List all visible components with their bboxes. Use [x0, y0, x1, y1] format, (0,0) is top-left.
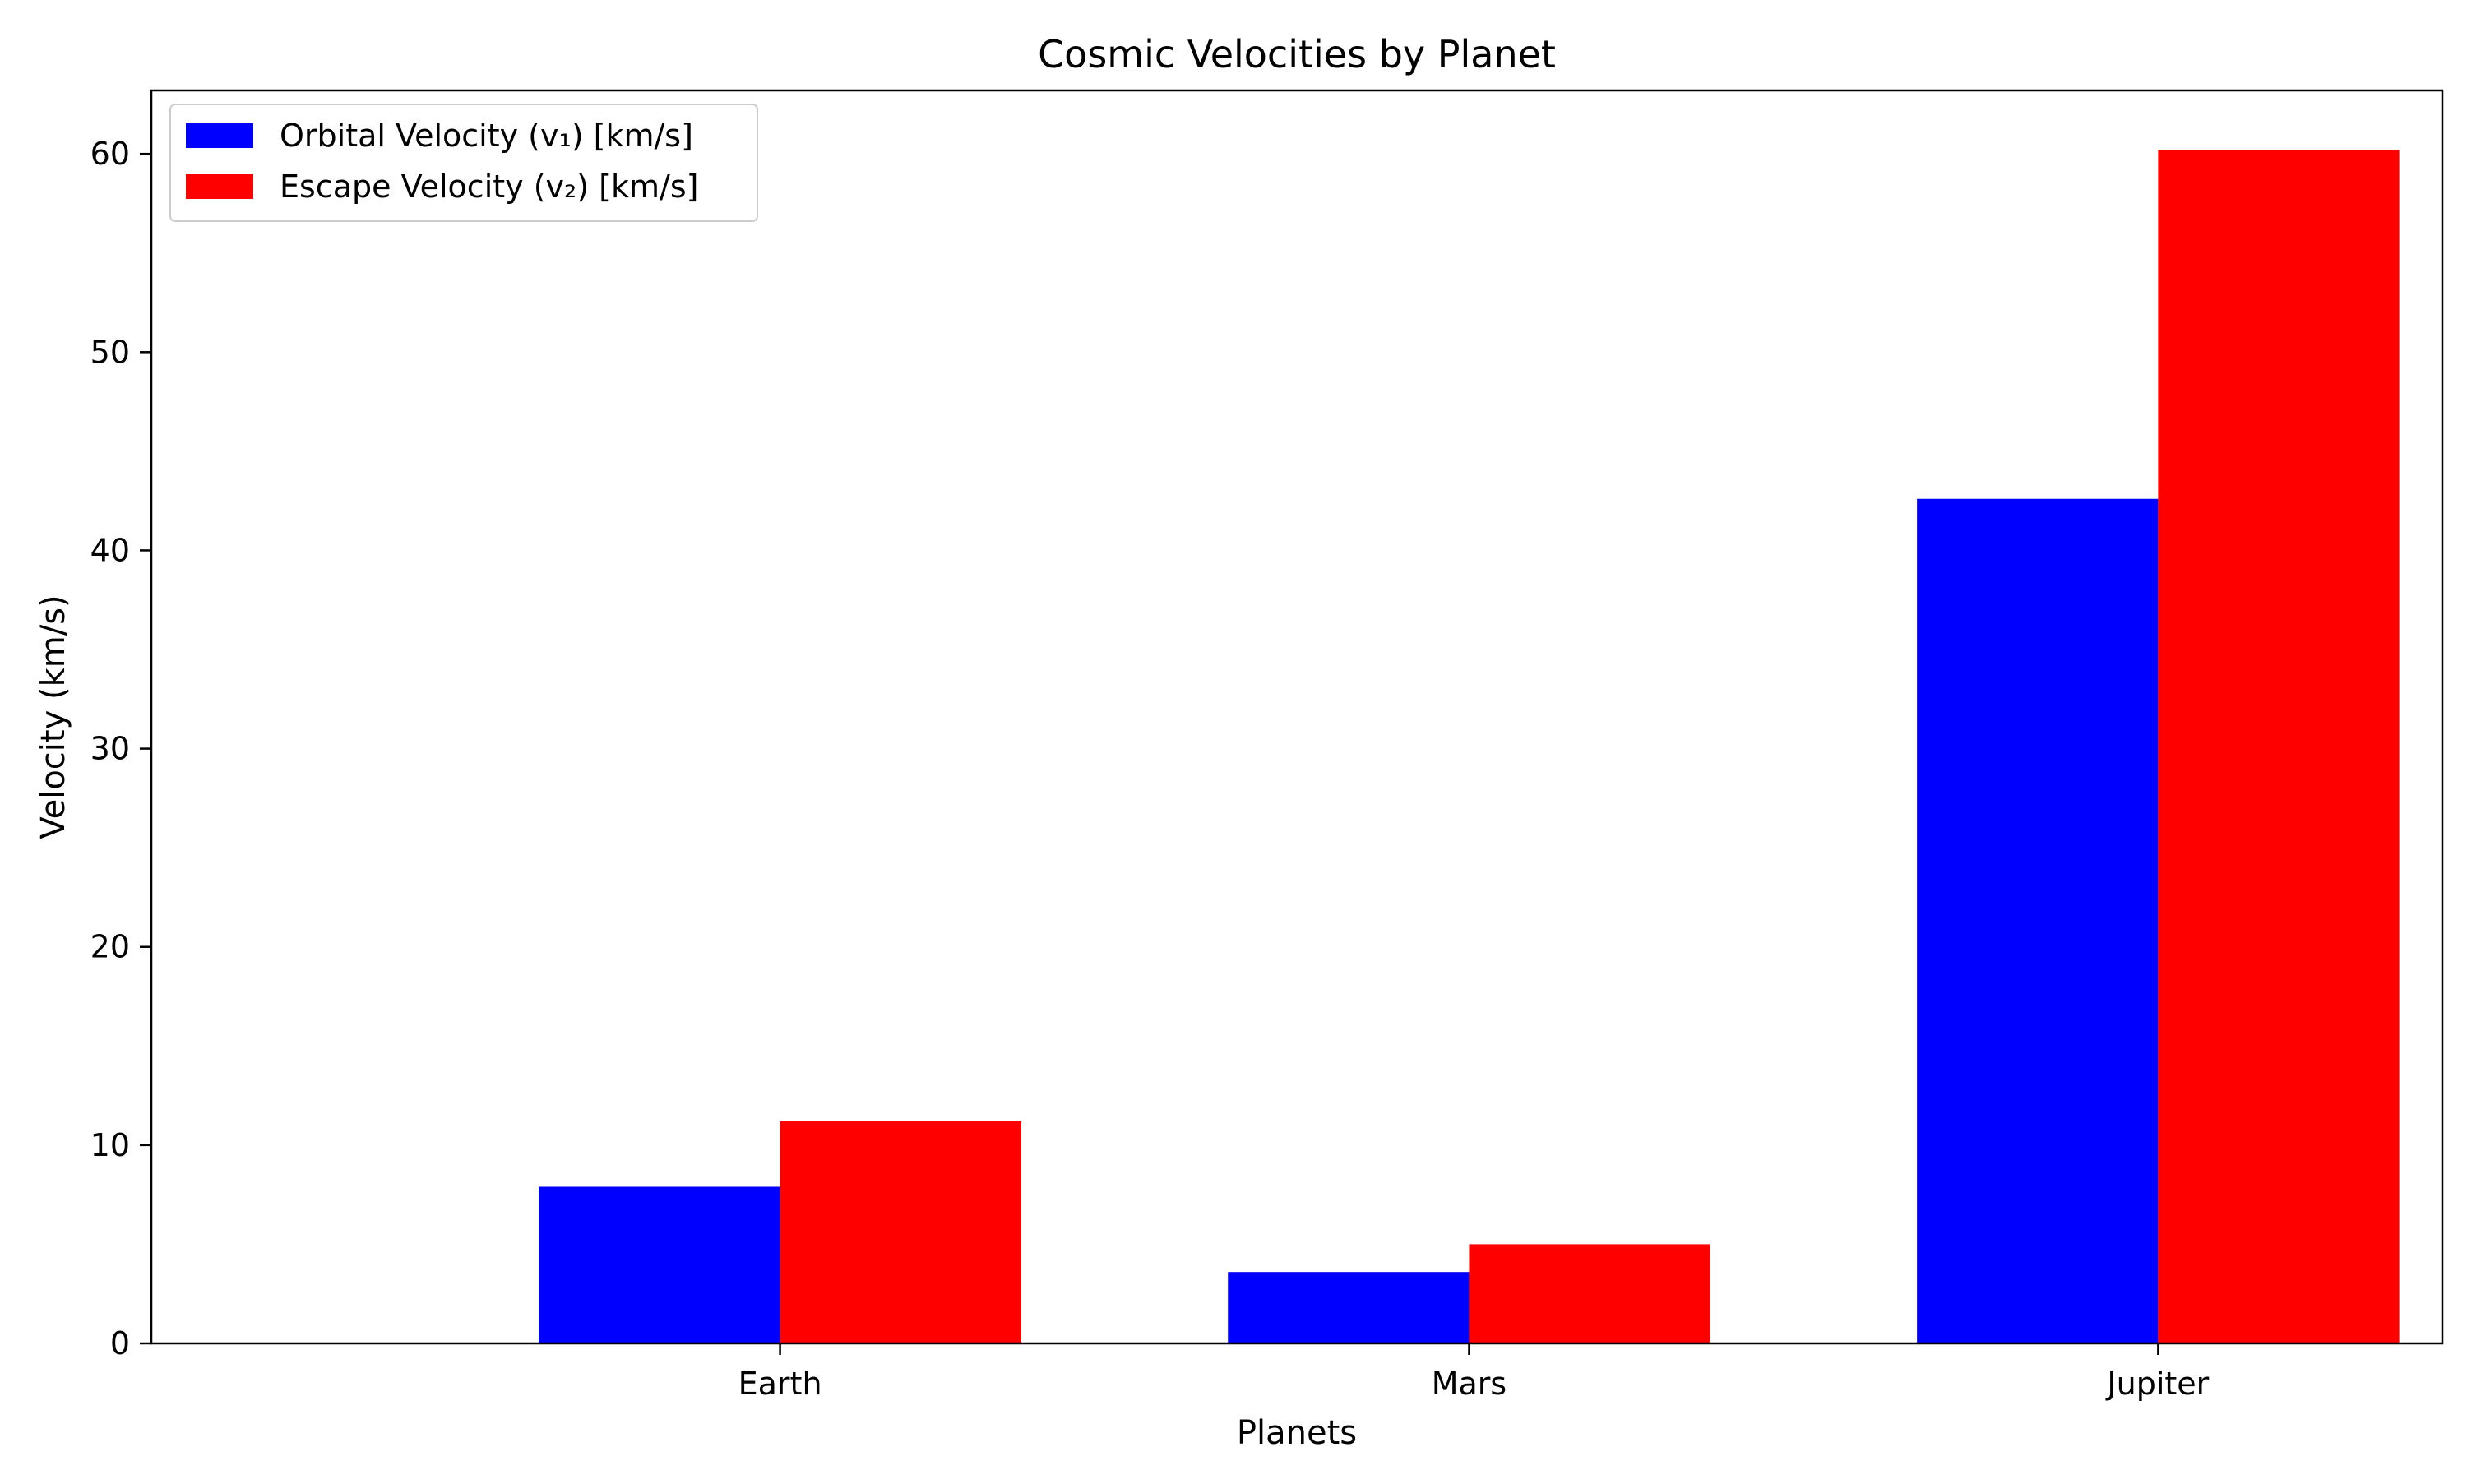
y-tick-label-0: 0 — [110, 1325, 130, 1361]
bar-escape-earth — [780, 1121, 1021, 1343]
legend-label-orbital: Orbital Velocity (v₁) [km/s] — [280, 118, 693, 154]
x-axis: Earth Mars Jupiter — [738, 1343, 2210, 1402]
bar-escape-jupiter — [2158, 150, 2400, 1344]
y-tick-label-20: 20 — [90, 929, 130, 965]
bar-orbital-earth — [539, 1186, 780, 1343]
bar-orbital-mars — [1228, 1272, 1470, 1343]
chart-title: Cosmic Velocities by Planet — [1038, 32, 1556, 76]
bar-escape-mars — [1469, 1244, 1710, 1343]
x-tick-label-earth: Earth — [738, 1366, 822, 1402]
legend-label-escape: Escape Velocity (v₂) [km/s] — [280, 169, 698, 205]
y-axis: 0 10 20 30 40 50 60 — [90, 136, 151, 1361]
y-tick-label-10: 10 — [90, 1127, 130, 1163]
x-axis-label: Planets — [1237, 1414, 1357, 1452]
plot-area-frame — [150, 89, 2444, 1345]
y-tick-label-40: 40 — [90, 532, 130, 568]
y-axis-label: Velocity (km/s) — [35, 594, 72, 839]
bar-orbital-jupiter — [1917, 498, 2159, 1343]
y-tick-label-50: 50 — [90, 334, 130, 370]
legend-swatch-orbital — [186, 123, 253, 148]
y-tick-label-30: 30 — [90, 731, 130, 767]
legend: Orbital Velocity (v₁) [km/s] Escape Velo… — [169, 104, 758, 222]
x-tick-label-jupiter: Jupiter — [2105, 1366, 2209, 1402]
legend-swatch-escape — [186, 174, 253, 199]
bars-group — [539, 150, 2400, 1344]
legend-frame — [169, 104, 758, 222]
x-tick-label-mars: Mars — [1432, 1366, 1507, 1402]
y-tick-label-60: 60 — [90, 136, 130, 172]
